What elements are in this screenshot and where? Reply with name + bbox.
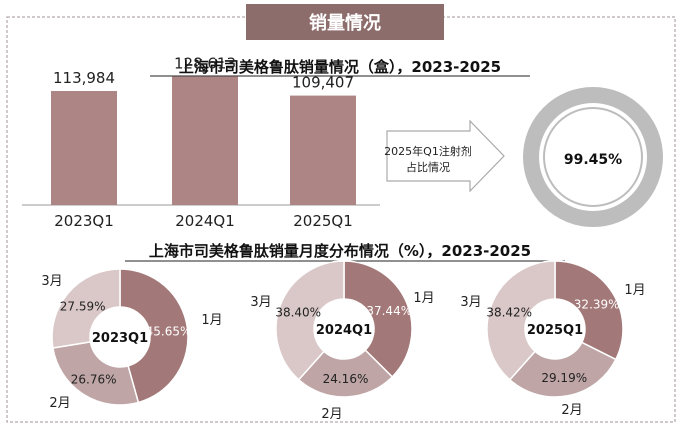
bar	[290, 95, 356, 205]
donut-center-label: 2023Q1	[92, 331, 148, 346]
donut-section-title: 上海市司美格鲁肽销量月度分布情况（%），2023-2025	[149, 242, 531, 260]
donut-month-label: 1月	[201, 313, 222, 328]
bar-category-label: 2025Q1	[293, 212, 353, 230]
donut-month-label: 2月	[321, 407, 342, 422]
gauge-ring-inner	[543, 107, 643, 207]
gauge-ring-outer	[523, 87, 663, 227]
gauge-value-label: 99.45%	[564, 152, 622, 168]
donut-slice	[297, 349, 394, 398]
donut-month-label: 2月	[561, 403, 582, 418]
injection-share-gauge	[523, 87, 663, 227]
donut-percent-label: 24.16%	[323, 372, 369, 386]
donut-percent-label: 38.40%	[275, 306, 321, 320]
donut-month-label: 1月	[413, 291, 434, 306]
bar-value-label: 128,613	[174, 54, 236, 72]
bar	[51, 91, 117, 205]
donut-percent-label: 37.44%	[366, 304, 412, 318]
donut-percent-label: 38.42%	[486, 306, 532, 320]
donut-slice	[52, 340, 140, 406]
donut-slice	[51, 268, 121, 349]
donut-percent-label: 45.65%	[146, 324, 192, 338]
bar-category-label: 2024Q1	[175, 212, 235, 230]
donut-percent-label: 29.19%	[541, 371, 587, 385]
header-banner	[246, 4, 444, 40]
arrow-text-line1: 2025年Q1注射剂	[384, 144, 472, 158]
annotation-arrow: 2025年Q1注射剂 占比情况	[384, 119, 505, 193]
bar-chart: 113,984 2023Q1 128,613 2024Q1 109,407 2025Q1	[22, 54, 380, 230]
donut-center-label: 2025Q1	[527, 323, 583, 338]
bar	[172, 76, 238, 206]
bar-chart-title: 上海市司美格鲁肽销量情况（盒），2023-2025	[179, 58, 501, 76]
donut-slice	[119, 268, 189, 404]
figure-border	[6, 16, 676, 423]
donut-month-label: 2月	[49, 396, 70, 411]
donut-slice	[486, 260, 556, 381]
donut-percent-label: 26.76%	[71, 372, 117, 386]
donut-month-label: 3月	[460, 295, 481, 310]
donut-slice	[275, 260, 345, 381]
donut-month-label: 3月	[250, 295, 271, 310]
header-title: 销量情况	[309, 12, 381, 34]
bar-value-label: 113,984	[53, 69, 115, 87]
donut-slice	[343, 260, 413, 378]
donut-percent-label: 27.59%	[60, 299, 106, 313]
bar-value-label: 109,407	[292, 74, 354, 92]
donut-slice	[508, 341, 617, 398]
donut-percent-label: 32.39%	[574, 297, 620, 311]
donut-month-label: 1月	[624, 283, 645, 298]
donut-month-label: 3月	[41, 274, 62, 289]
monthly-donuts: 45.65%1月26.76%2月27.59%3月2023Q137.44%1月24…	[41, 260, 646, 422]
bar-category-label: 2023Q1	[54, 212, 114, 230]
donut-slice	[554, 260, 624, 361]
donut-center-label: 2024Q1	[316, 323, 372, 338]
arrow-text-line2: 占比情况	[406, 160, 450, 174]
